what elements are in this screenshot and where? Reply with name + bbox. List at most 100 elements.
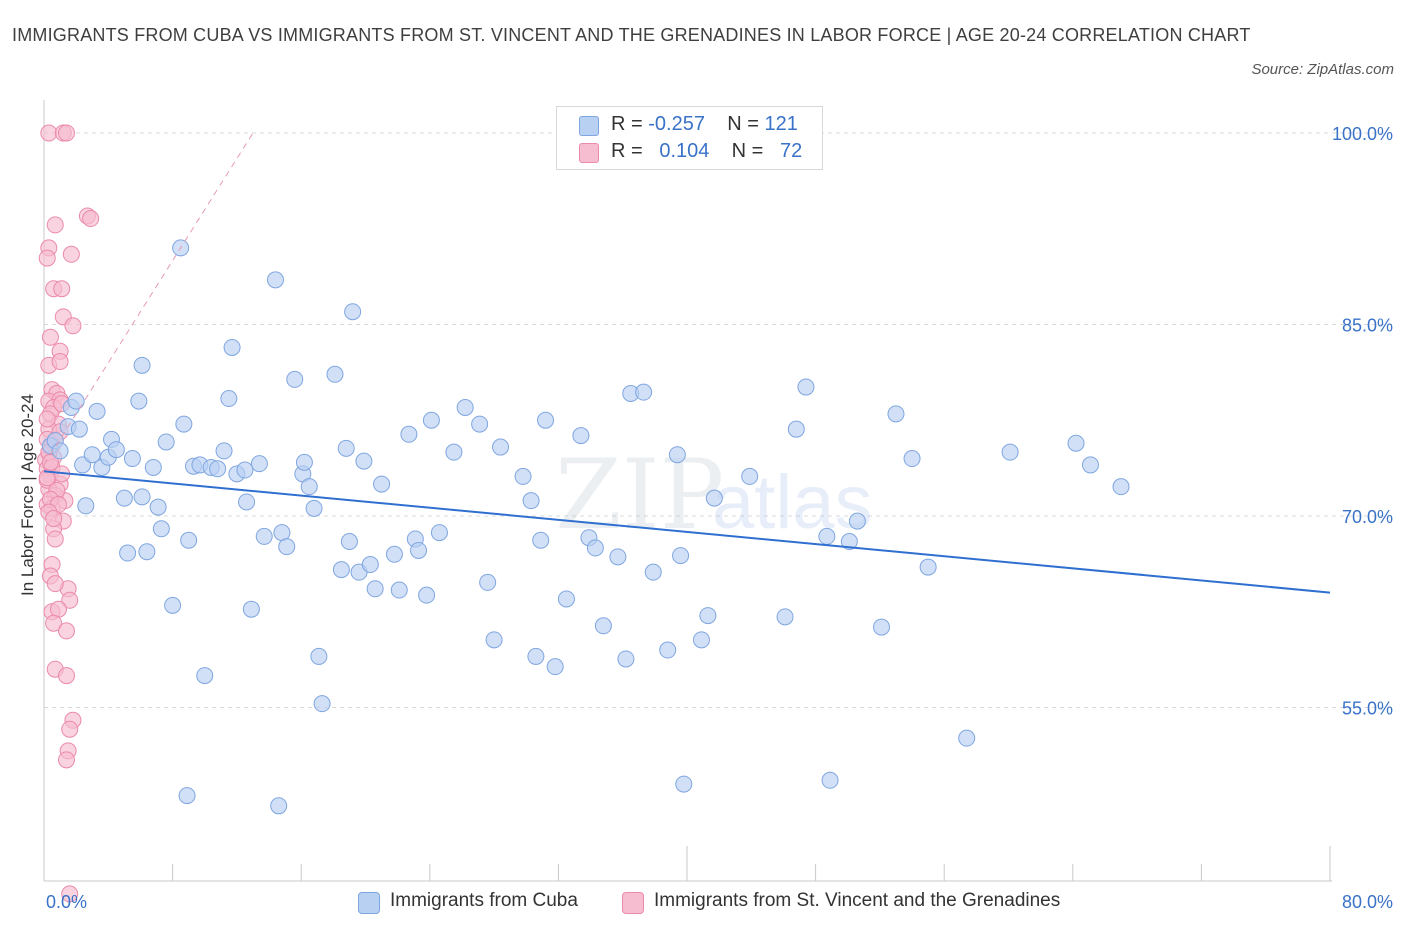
y-axis-label: In Labor Force | Age 20-24 [18, 394, 37, 596]
cuba-point [220, 390, 238, 408]
cuba-point [617, 650, 635, 668]
cuba-point [390, 581, 408, 599]
cuba-point [242, 600, 260, 618]
cuba-n-value: 121 [764, 113, 798, 135]
cuba-point [355, 452, 373, 470]
cuba-point [471, 415, 489, 433]
cuba-point [209, 460, 227, 478]
cuba-point [88, 402, 106, 420]
cuba-point [644, 563, 662, 581]
cuba-point [848, 512, 866, 530]
cuba-point [51, 442, 69, 460]
cuba-point [675, 775, 693, 793]
y-tick-label: 100.0% [1332, 124, 1393, 144]
cuba-point [887, 405, 905, 423]
x-tick-label-min: 0.0% [46, 892, 87, 912]
svg-n-value: 72 [780, 140, 803, 162]
cuba-point [157, 433, 175, 451]
svg-point [58, 751, 76, 769]
y-tick-label: 70.0% [1342, 507, 1393, 527]
cuba-point [175, 415, 193, 433]
cuba-point [840, 533, 858, 551]
cuba-point [133, 488, 151, 506]
cuba-point [557, 590, 575, 608]
cuba-point [430, 524, 448, 542]
cuba-point [445, 443, 463, 461]
cuba-point [107, 441, 125, 459]
y-tick-label: 85.0% [1342, 316, 1393, 336]
cuba-point [479, 573, 497, 591]
cuba-point [344, 303, 362, 321]
cuba-point [178, 787, 196, 805]
legend-row-cuba: R = -0.257 N = 121 [579, 112, 798, 138]
svg-point [38, 249, 56, 267]
svg-swatch [579, 143, 599, 163]
watermark-zip: ZIP [555, 439, 724, 551]
cuba-point [133, 356, 151, 374]
source-label: Source: ZipAtlas.com [1251, 61, 1394, 78]
cuba-point [797, 378, 815, 396]
cuba-point [635, 383, 653, 401]
cuba-point [410, 541, 428, 559]
cuba-point [255, 527, 273, 545]
svg-point [46, 530, 64, 548]
x-tick-label-max: 80.0% [1342, 892, 1393, 912]
cuba-point [215, 442, 233, 460]
cuba-point [818, 527, 836, 545]
cuba-point [70, 420, 88, 438]
cuba-point [1001, 443, 1019, 461]
cuba-point [313, 695, 331, 713]
svg-point [40, 124, 58, 142]
cuba-point [522, 492, 540, 510]
cuba-point [361, 556, 379, 574]
cuba-point [692, 631, 710, 649]
cuba-r-value: -0.257 [648, 113, 705, 135]
svg-point [46, 575, 64, 593]
bottom-svg-swatch [622, 892, 644, 914]
cuba-point [77, 497, 95, 515]
y-tick-label: 55.0% [1342, 699, 1393, 719]
cuba-point [119, 544, 137, 562]
cuba-point [532, 531, 550, 549]
cuba-point [514, 467, 532, 485]
cuba-point [958, 729, 976, 747]
cuba-point [659, 641, 677, 659]
cuba-point [400, 425, 418, 443]
cuba-point [485, 631, 503, 649]
svg-point [45, 614, 63, 632]
stats-legend: R = -0.257 N = 121 R = 0.104 N = 72 [556, 106, 823, 170]
cuba-point [366, 580, 384, 598]
cuba-point [699, 607, 717, 625]
cuba-point [1081, 456, 1099, 474]
cuba-point [310, 647, 328, 665]
cuba-point [266, 271, 284, 289]
cuba-point [385, 545, 403, 563]
svg-point [53, 280, 71, 298]
cuba-point [422, 411, 440, 429]
cuba-point [418, 586, 436, 604]
cuba-point [286, 370, 304, 388]
svg-point [38, 469, 56, 487]
grid-lines [44, 132, 1395, 708]
cuba-point [223, 338, 241, 356]
cuba-point [1112, 478, 1130, 496]
legend-row-svg: R = 0.104 N = 72 [579, 139, 802, 165]
svg-trend-line [43, 132, 254, 466]
cuba-point [326, 365, 344, 383]
cuba-point [337, 439, 355, 457]
cuba-point [705, 489, 723, 507]
cuba-point [67, 392, 85, 410]
cuba-point [305, 499, 323, 517]
cuba-point [115, 489, 133, 507]
svg-point [41, 328, 59, 346]
cuba-point [787, 420, 805, 438]
cuba-point [236, 461, 254, 479]
cuba-point [919, 558, 937, 576]
chart-title: IMMIGRANTS FROM CUBA VS IMMIGRANTS FROM … [12, 25, 1251, 45]
cuba-point [668, 446, 686, 464]
cuba-point [609, 548, 627, 566]
cuba-point [776, 608, 794, 626]
cuba-point [295, 453, 313, 471]
cuba-point [149, 498, 167, 516]
